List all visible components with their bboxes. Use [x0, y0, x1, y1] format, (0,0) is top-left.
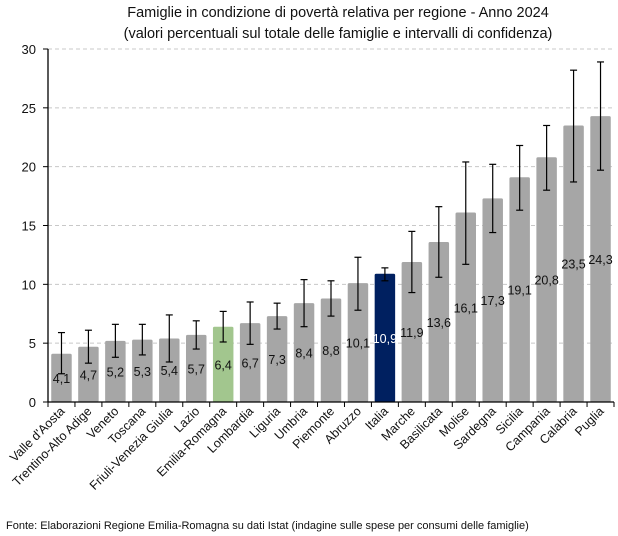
bar-abruzzo [347, 283, 369, 402]
bar-lombardia [239, 323, 261, 402]
data-label: 16,1 [454, 301, 478, 315]
bar-valle-d-aosta [51, 353, 72, 402]
bar-emilia-romagna [212, 326, 234, 402]
bar-puglia [590, 116, 611, 402]
data-label: 7,3 [268, 353, 285, 367]
data-label: 8,8 [322, 344, 339, 358]
data-label: 24,3 [588, 253, 612, 267]
bar-marche [401, 261, 423, 402]
y-tick-label: 30 [22, 42, 36, 57]
data-label: 13,6 [427, 316, 451, 330]
bar-molise [455, 212, 477, 402]
data-label: 5,3 [134, 365, 151, 379]
bar-sicilia [509, 177, 530, 402]
data-label: 10,9 [373, 332, 397, 346]
y-tick-label: 20 [22, 160, 36, 175]
bar-liguria [266, 316, 288, 402]
bar-lazio [185, 334, 207, 402]
bar-italia [374, 273, 396, 402]
bar-friuli-venezia-giulia [159, 338, 180, 402]
bar-veneto [105, 340, 126, 402]
data-label: 23,5 [561, 258, 585, 272]
data-label: 8,4 [295, 347, 312, 361]
data-label: 10,1 [346, 337, 370, 351]
data-label: 11,9 [400, 326, 423, 340]
bar-basilicata [428, 241, 450, 402]
data-label: 4,7 [80, 368, 97, 382]
chart-subtitle: (valori percentuali sul totale delle fam… [124, 26, 553, 42]
bar-trentino-alto-adige [78, 346, 99, 402]
data-label: 6,4 [214, 358, 231, 372]
bar-sardegna [482, 198, 503, 402]
bar-piemonte [320, 298, 342, 402]
y-tick-label: 10 [22, 277, 36, 292]
data-label: 5,2 [107, 365, 124, 379]
y-tick-label: 5 [29, 336, 36, 351]
bar-toscana [132, 339, 153, 402]
y-tick-label: 0 [29, 395, 36, 410]
x-tick-label: Puglia [572, 404, 607, 439]
data-label: 19,1 [507, 284, 531, 298]
data-label: 17,3 [481, 294, 505, 308]
bar-calabria [563, 125, 584, 402]
bar-umbria [293, 303, 315, 402]
chart-title: Famiglie in condizione di povertà relati… [127, 5, 549, 21]
bar-campania [536, 157, 557, 402]
data-label: 5,7 [188, 362, 205, 376]
data-label: 5,4 [161, 364, 178, 378]
footer-source: Fonte: Elaborazioni Regione Emilia-Romag… [6, 520, 529, 532]
y-tick-label: 15 [22, 219, 36, 234]
data-label: 20,8 [534, 274, 558, 288]
y-tick-label: 25 [22, 101, 36, 116]
data-label: 4,1 [53, 372, 70, 386]
data-label: 6,7 [241, 357, 258, 371]
